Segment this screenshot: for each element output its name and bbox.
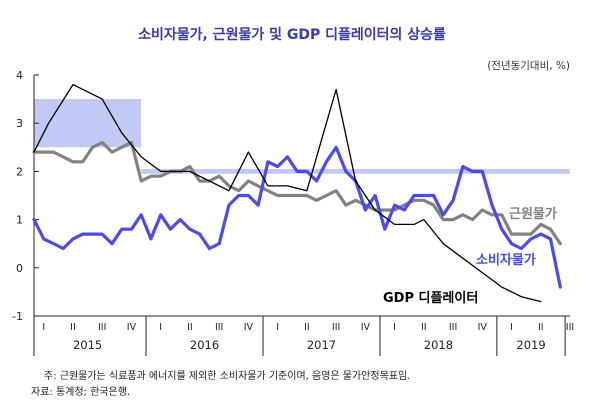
x-quarter-label: I [510,322,513,333]
label-core: 근원물가 [509,207,557,222]
target-bands [34,99,570,174]
chart-title: 소비자물가, 근원물가 및 GDP 디플레이터의 상승률 [138,26,446,43]
x-ticks: I II III IV I II III IV I II III IV I II III IV I II III20… [33,316,574,356]
y-tick-label: -1 [12,310,23,323]
x-quarter-label: II [421,322,427,333]
year-label: 2017 [307,338,336,352]
x-quarter-label: I [393,322,396,333]
y-tick-label: 0 [16,262,23,275]
x-quarter-label: III [449,322,457,333]
x-quarter-label: III [332,322,340,333]
x-quarter-label: IV [244,322,254,333]
target-band-1 [141,168,570,174]
x-quarter-label: III [98,322,106,333]
label-gdp: GDP 디플레이터 [383,290,478,306]
series-line-0 [32,145,562,289]
y-tick-label: 3 [16,117,23,130]
axes [33,75,570,317]
year-label: 2016 [190,338,219,352]
label-cpi: 소비자물가 [476,253,536,268]
footnote: 주: 근원물가는 식료품과 에너지를 제외한 소비자물가 기준이며, 음영은 물… [44,369,410,382]
y-tick-label: 4 [16,69,23,82]
x-quarter-label: I [159,322,162,333]
x-quarter-label: II [538,322,544,333]
series-line-1 [32,140,562,246]
x-quarter-label: IV [127,322,137,333]
y-ticks: 4 3 2 1 0 -1 [12,69,39,323]
unit-label: (전년동기대비, %) [487,60,570,72]
year-label: 2018 [424,338,453,352]
year-label: 2019 [516,338,545,352]
x-quarter-label: IV [361,322,371,333]
x-quarter-label: III [215,322,223,333]
x-quarter-label: I [276,322,279,333]
target-band-0 [34,99,142,148]
y-tick-label: 1 [16,214,23,227]
source-note: 자료: 통계청; 한국은행. [31,386,130,398]
x-quarter-label: II [304,322,310,333]
series-lines [32,83,562,303]
x-quarter-label: II [70,322,76,333]
year-label: 2015 [73,338,102,352]
x-quarter-label: I [42,322,45,333]
x-quarter-label: III [566,322,574,333]
series-line-2 [33,83,542,303]
x-quarter-label: IV [478,322,488,333]
x-quarter-label: II [187,322,193,333]
y-tick-label: 2 [16,165,23,178]
